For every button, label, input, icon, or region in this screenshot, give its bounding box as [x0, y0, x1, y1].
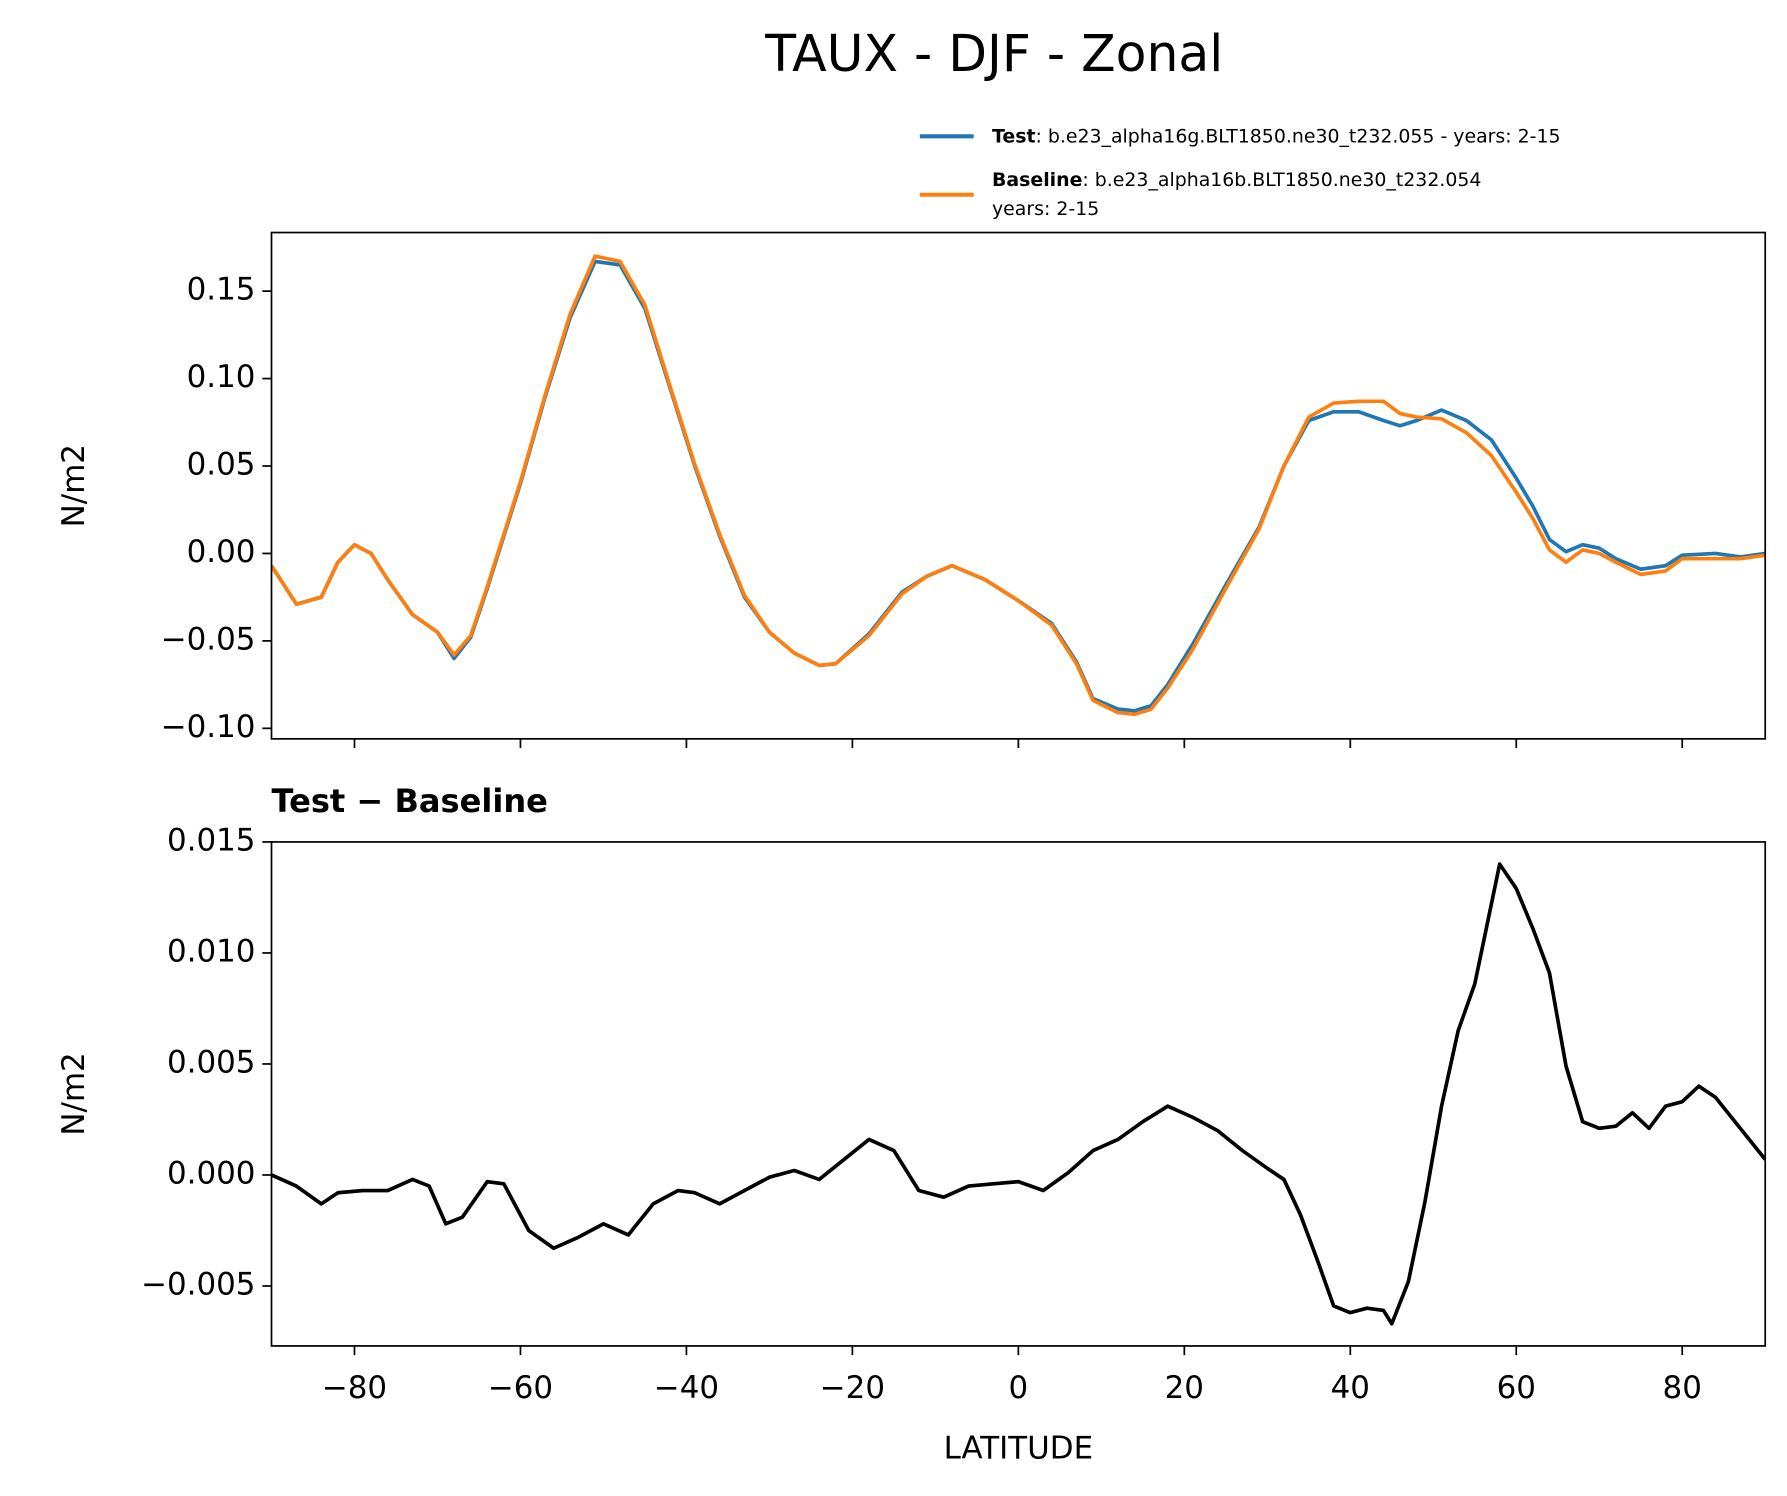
data-line	[271, 862, 1766, 1326]
y-tick-label: 0.00	[187, 534, 256, 570]
y-tick-label: 0.000	[167, 1155, 255, 1191]
y-tick-label: 0.10	[187, 359, 256, 395]
y-tick-label: 0.010	[167, 933, 255, 969]
x-tick-label: −20	[820, 1370, 885, 1406]
y-axis-label: N/m2	[56, 444, 92, 527]
y-tick-label: −0.005	[141, 1266, 255, 1302]
y-tick-label: 0.15	[187, 272, 256, 308]
legend-case: : b.e23_alpha16b.BLT1850.ne30_t232.054	[1082, 168, 1481, 190]
y-tick-label: 0.05	[187, 447, 256, 483]
axes-frame	[270, 231, 1767, 740]
figure-title: TAUX - DJF - Zonal	[764, 24, 1223, 83]
legend-case-line: years: 2-15	[992, 198, 1099, 220]
legend-entry: Baseline: b.e23_alpha16b.BLT1850.ne30_t2…	[992, 168, 1481, 190]
legend-case: : b.e23_alpha16g.BLT1850.ne30_t232.055 -…	[1035, 125, 1560, 147]
y-tick-label: 0.015	[167, 822, 255, 858]
x-tick-label: −60	[488, 1370, 553, 1406]
x-tick-label: 60	[1497, 1370, 1536, 1406]
x-tick-label: 40	[1331, 1370, 1370, 1406]
x-tick-label: 80	[1663, 1370, 1702, 1406]
x-tick-label: −80	[322, 1370, 387, 1406]
x-tick-label: −40	[654, 1370, 719, 1406]
legend-entry: Test: b.e23_alpha16g.BLT1850.ne30_t232.0…	[992, 125, 1561, 147]
y-tick-label: 0.005	[167, 1044, 255, 1080]
x-axis-label: LATITUDE	[944, 1431, 1094, 1467]
x-tick-label: 0	[1009, 1370, 1029, 1406]
data-line	[271, 254, 1766, 717]
y-tick-label: −0.10	[161, 709, 256, 745]
legend-name: Baseline	[992, 168, 1082, 190]
axes-frame	[270, 841, 1767, 1347]
x-tick-label: 20	[1165, 1370, 1204, 1406]
axes-title: Test − Baseline	[272, 782, 548, 820]
y-axis-label: N/m2	[56, 1052, 92, 1135]
y-tick-label: −0.05	[161, 621, 256, 657]
legend-name: Test	[992, 125, 1035, 147]
